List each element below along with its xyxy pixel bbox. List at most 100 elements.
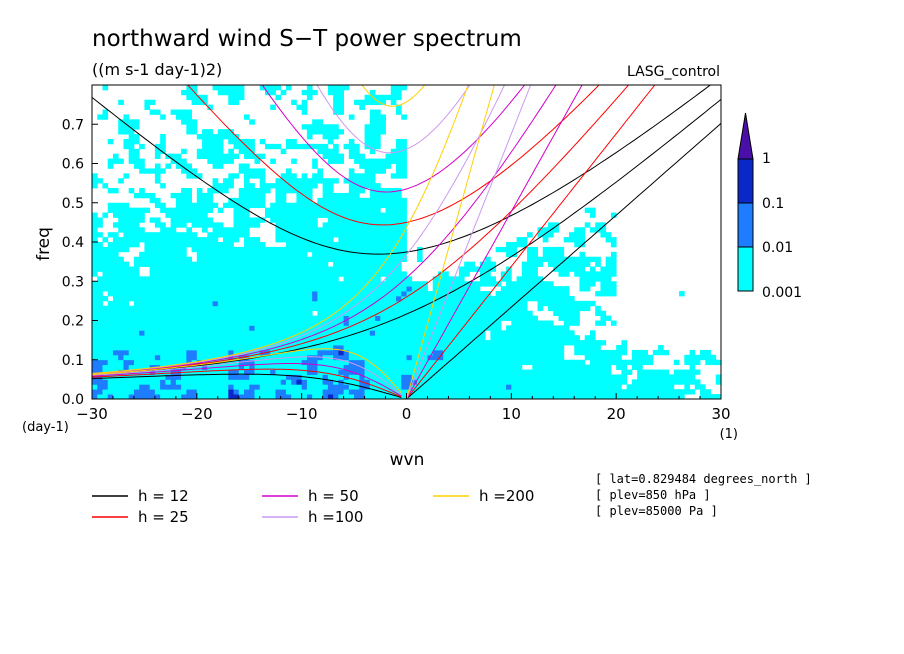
heat-cell <box>102 266 109 272</box>
heat-cell <box>160 168 166 174</box>
heat-cell <box>233 237 240 243</box>
heat-cell <box>181 384 187 390</box>
heat-cell <box>322 305 329 312</box>
heat-cell <box>223 320 229 326</box>
heat-cell <box>401 286 407 292</box>
heat-cell <box>207 384 213 390</box>
heat-cell <box>621 359 628 366</box>
heat-cell <box>322 291 329 297</box>
heat-cell <box>354 384 360 390</box>
heat-cell <box>154 335 161 341</box>
heat-cell <box>97 349 103 356</box>
heat-cell <box>312 320 318 326</box>
heat-cell <box>238 143 245 150</box>
heat-cell <box>244 237 250 243</box>
heat-cell <box>595 227 601 233</box>
heat-cell <box>422 379 428 385</box>
heat-cell <box>364 158 371 164</box>
heat-cell <box>186 281 192 287</box>
heat-cell <box>165 300 172 307</box>
heat-cell <box>511 384 517 390</box>
heat-cell <box>469 384 476 390</box>
heat-cell <box>396 364 402 370</box>
heat-cell <box>658 384 664 390</box>
heat-cell <box>354 310 360 316</box>
heat-cell <box>422 300 428 307</box>
heat-cell <box>133 119 140 125</box>
heat-cell <box>700 354 706 361</box>
heat-cell <box>217 129 224 135</box>
heat-cell <box>579 369 586 375</box>
heat-cell <box>380 335 386 341</box>
heat-cell <box>223 242 229 248</box>
heat-cell <box>212 237 219 243</box>
heat-cell <box>244 335 250 341</box>
heat-cell <box>364 330 371 336</box>
heat-cell <box>301 217 308 223</box>
heat-cell <box>453 305 460 312</box>
heat-cell <box>233 256 240 263</box>
heat-cell <box>422 354 428 361</box>
heat-cell <box>92 242 98 248</box>
heat-cell <box>527 271 533 277</box>
heat-cell <box>537 232 544 238</box>
heat-cell <box>291 227 297 233</box>
heat-cell <box>170 384 177 390</box>
heat-cell <box>558 374 565 380</box>
heat-cell <box>312 300 318 307</box>
heat-cell <box>364 364 371 370</box>
heat-cell <box>579 286 586 292</box>
heat-cell <box>589 271 596 277</box>
heat-cell <box>223 364 229 370</box>
heat-cell <box>527 281 533 287</box>
heat-cell <box>479 379 486 385</box>
heat-cell <box>170 192 177 199</box>
heat-cell <box>500 291 507 297</box>
heat-cell <box>264 286 271 292</box>
heat-cell <box>270 374 276 380</box>
heat-cell <box>196 173 203 179</box>
heat-cell <box>500 374 507 380</box>
heat-cell <box>280 276 287 282</box>
heat-cell <box>338 89 344 96</box>
heat-cell <box>285 261 292 267</box>
heat-cell <box>249 138 255 145</box>
heat-cell <box>322 330 329 336</box>
heat-cell <box>270 266 276 272</box>
heat-cell <box>364 394 371 399</box>
heat-cell <box>416 310 423 316</box>
heat-cell <box>453 374 460 380</box>
heat-cell <box>369 207 376 213</box>
heat-cell <box>469 325 476 331</box>
heat-cell <box>254 168 261 174</box>
heat-cell <box>527 374 533 380</box>
heat-cell <box>527 261 533 267</box>
heat-cell <box>705 354 711 361</box>
heat-cell <box>223 178 229 184</box>
heat-cell <box>443 315 449 321</box>
heat-cell <box>432 325 439 331</box>
heat-cell <box>249 305 255 312</box>
heat-cell <box>202 202 208 209</box>
heat-cell <box>375 256 381 263</box>
heat-cell <box>427 369 434 375</box>
heat-cell <box>280 394 287 399</box>
heat-cell <box>144 276 151 282</box>
heat-cell <box>112 271 119 277</box>
heat-cell <box>207 291 213 297</box>
heat-cell <box>532 369 538 375</box>
heat-cell <box>102 212 109 218</box>
heat-cell <box>401 202 407 209</box>
heat-cell <box>270 202 276 209</box>
heat-cell <box>511 291 517 297</box>
heat-cell <box>244 207 250 213</box>
heat-cell <box>390 173 397 179</box>
heat-cell <box>485 310 491 316</box>
heat-cell <box>453 389 460 395</box>
heat-cell <box>149 251 156 258</box>
heat-cell <box>548 305 554 312</box>
heat-cell <box>244 242 250 248</box>
heat-cell <box>574 227 580 233</box>
heat-cell <box>354 389 360 395</box>
heat-cell <box>710 359 717 366</box>
